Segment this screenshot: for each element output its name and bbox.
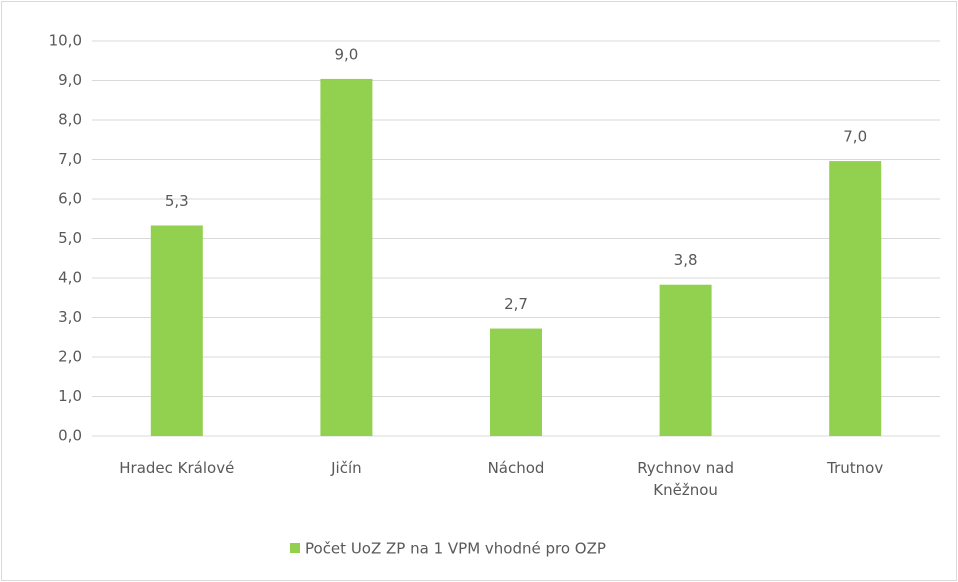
x-tick-label: Trutnov <box>827 459 884 477</box>
y-tick-label: 2,0 <box>58 348 82 366</box>
y-tick-label: 9,0 <box>58 71 82 89</box>
x-tick-label: Hradec Králové <box>119 459 235 477</box>
x-tick-label: Rychnov nad Kněžnou <box>637 459 734 499</box>
y-tick-label: 1,0 <box>58 387 82 405</box>
data-label: 7,0 <box>843 128 867 146</box>
y-tick-label: 3,0 <box>58 308 82 326</box>
bar <box>320 78 373 437</box>
bar <box>490 328 542 436</box>
legend-swatch <box>290 543 300 553</box>
y-tick-label: 5,0 <box>58 229 82 247</box>
y-tick-label: 10,0 <box>49 32 82 50</box>
y-tick-label: 7,0 <box>58 150 82 168</box>
data-label: 2,7 <box>504 295 528 313</box>
legend-label: Počet UoZ ZP na 1 VPM vhodné pro OZP <box>305 540 606 558</box>
bar <box>150 225 203 436</box>
bar <box>829 161 882 436</box>
data-label: 9,0 <box>334 45 358 63</box>
data-label: 5,3 <box>165 192 189 210</box>
y-tick-label: 6,0 <box>58 190 82 208</box>
y-tick-label: 4,0 <box>58 269 82 287</box>
bar <box>659 284 712 436</box>
x-tick-label: Náchod <box>487 459 545 477</box>
x-tick-label: Jičín <box>331 459 362 477</box>
y-tick-label: 8,0 <box>58 111 82 129</box>
data-label: 3,8 <box>674 251 698 269</box>
y-tick-label: 0,0 <box>58 427 82 445</box>
